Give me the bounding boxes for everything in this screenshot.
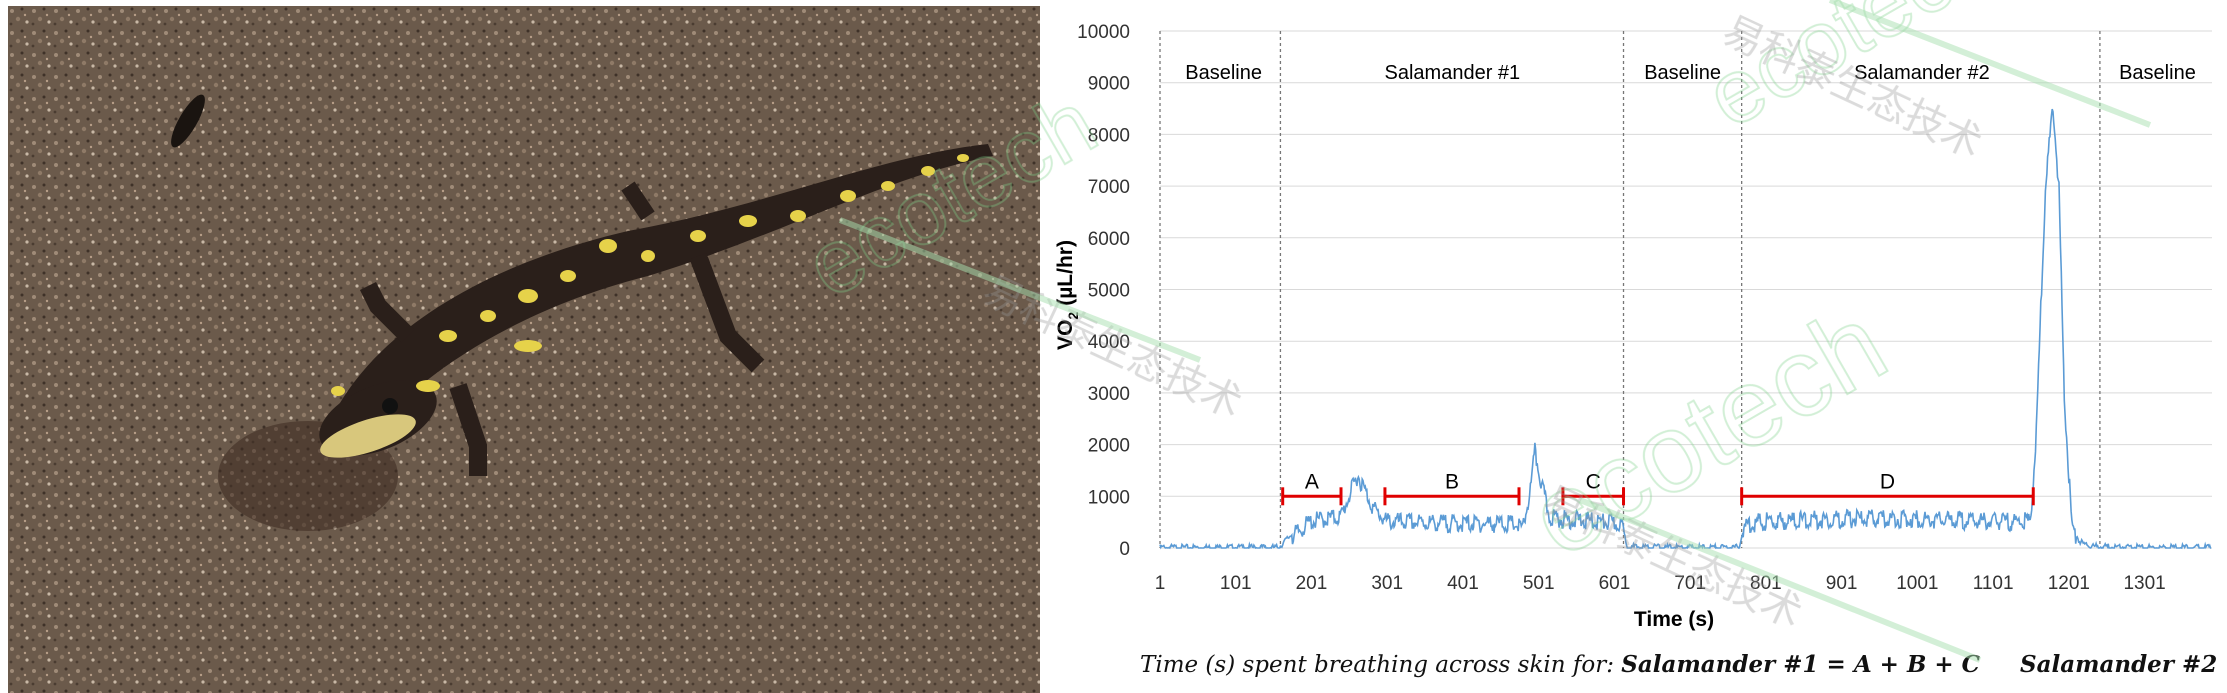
phase-label: Baseline [1185,62,1262,84]
vo2-chart: Baseline Salamander #1 Baseline Salamander … [1054,22,2212,631]
formula-caption: Time (s) spent breathing across skin for… [1140,651,2227,678]
x-tick-label: 801 [1750,573,1782,594]
chart-panel: Baseline Salamander #1 Baseline Salamander … [1040,0,2227,693]
phase-label: Baseline [1644,62,1721,84]
interval-label: C [1586,470,1601,493]
formula-salamander-1: Salamander #1 = A + B + C [1621,651,1980,678]
y-tick-label: 2000 [1088,436,1130,457]
x-tick-label: 401 [1447,573,1479,594]
phase-label: Baseline [2119,62,2196,84]
y-tick-label: 9000 [1088,74,1130,95]
x-tick-label: 901 [1826,573,1858,594]
x-tick-label: 201 [1296,573,1328,594]
y-tick-label: 1000 [1088,487,1130,508]
x-tick-label: 1101 [1973,573,2014,594]
x-axis-label: Time (s) [1634,608,1714,631]
y-tick-label: 5000 [1088,281,1130,302]
x-tick-label: 1201 [2048,573,2090,594]
y-tick-label: 3000 [1088,384,1130,405]
y-tick-label: 6000 [1088,229,1130,250]
x-tick-label: 701 [1674,573,1706,594]
y-tick-label: 4000 [1088,332,1130,353]
x-tick-label: 1301 [2123,573,2165,594]
x-tick-label: 501 [1523,573,1555,594]
interval-label: A [1305,470,1319,493]
phase-label: Salamander #2 [1854,62,1990,84]
phase-label: Salamander #1 [1385,62,1521,84]
y-tick-label: 8000 [1088,125,1130,146]
formula-salamander-2: Salamander #2 = D [2019,651,2227,678]
interval-label: B [1445,470,1459,493]
formula-prefix: Time (s) spent breathing across skin for… [1140,652,1622,678]
x-tick-label: 1001 [1896,573,1938,594]
y-tick-label: 10000 [1077,22,1130,43]
x-tick-label: 1 [1155,573,1166,594]
salamander-photo [8,6,1040,693]
y-tick-label: 7000 [1088,177,1130,198]
interval-label: D [1880,470,1895,493]
x-tick-label: 601 [1599,573,1631,594]
y-axis-label: VO2(µL/hr) [1054,240,1081,350]
x-tick-label: 101 [1220,573,1252,594]
y-tick-label: 0 [1119,539,1130,560]
x-tick-label: 301 [1371,573,1403,594]
